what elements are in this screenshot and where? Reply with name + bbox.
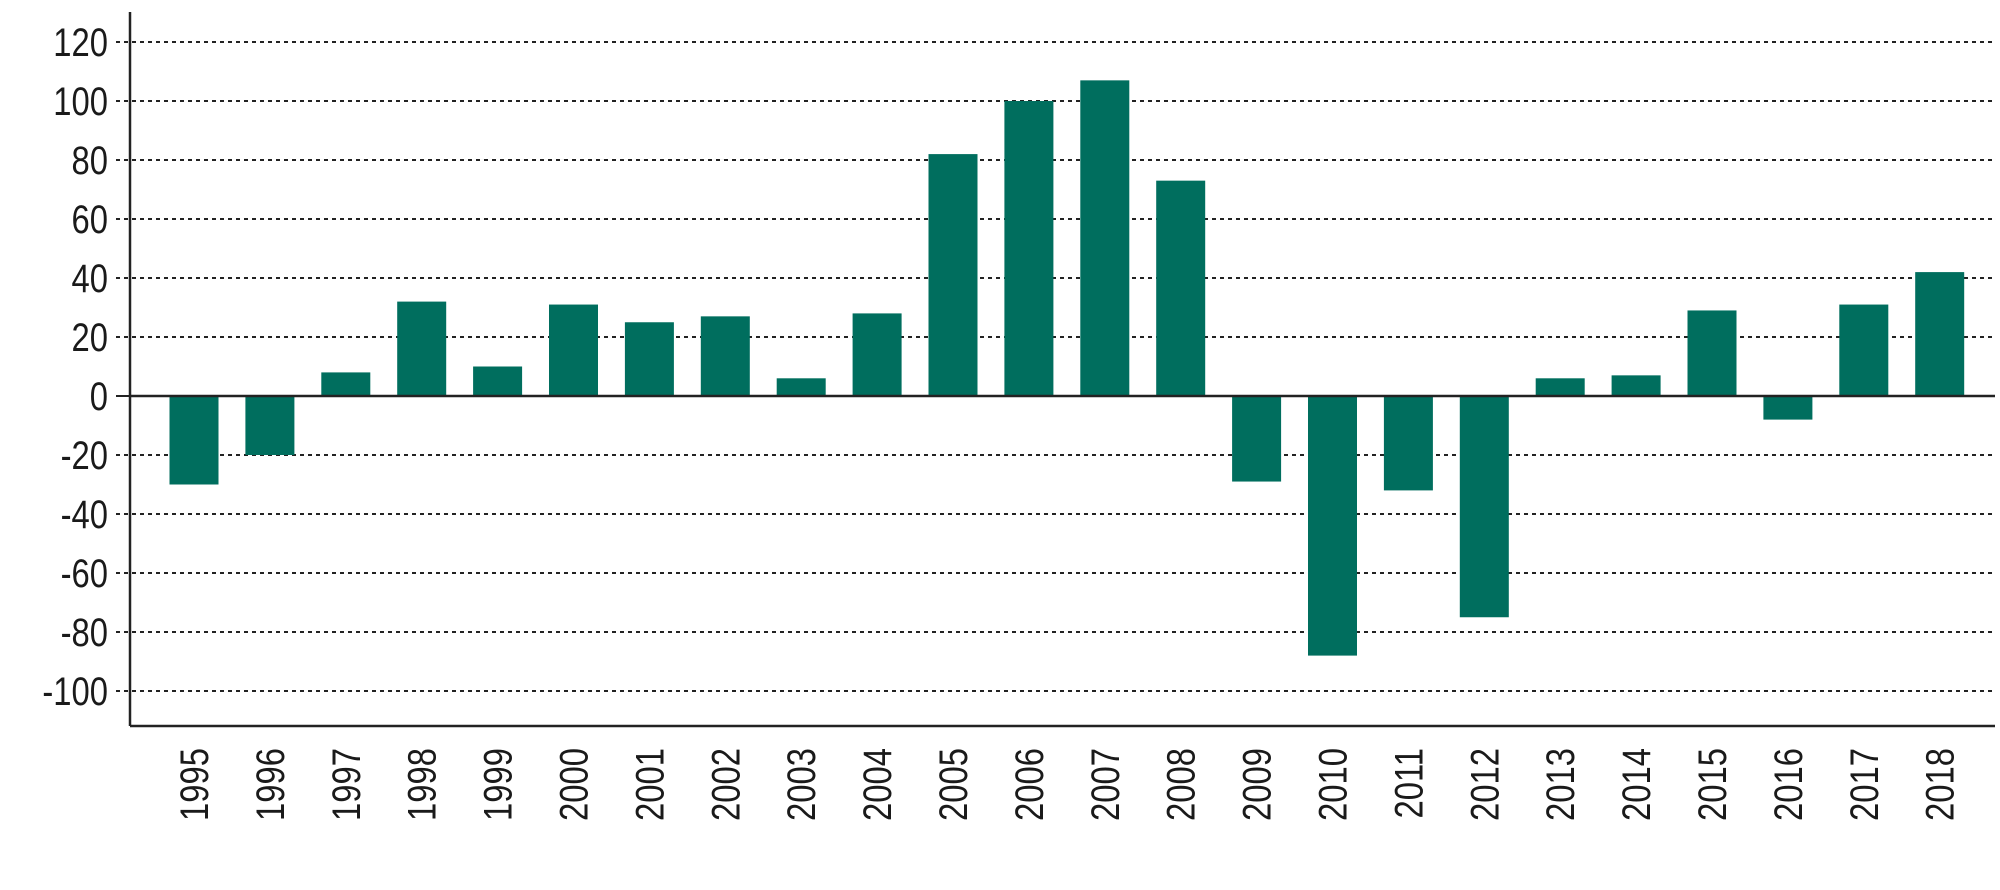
y-axis-ticks: 120 100 80 60 40 20 0 -20 -40 -60 -80 -100 [42, 20, 108, 714]
x-axis-ticks: 1995 1996 1997 1998 1999 2000 2001 2002 2003 2004… [172, 748, 1963, 821]
bar-2006 [1004, 101, 1054, 396]
x-tick-label: 2002 [703, 748, 748, 821]
x-tick-label: 2013 [1538, 748, 1583, 821]
x-tick-label: 2011 [1386, 748, 1431, 819]
y-tick-label: -100 [42, 669, 108, 714]
x-tick-label: 2007 [1083, 748, 1128, 821]
bar-2001 [624, 322, 674, 396]
x-tick-label: 2015 [1690, 748, 1735, 821]
y-tick-label: 120 [53, 20, 108, 65]
x-tick-label: 2012 [1462, 748, 1507, 821]
bar-2007 [1080, 80, 1130, 396]
bar-2014 [1611, 375, 1661, 396]
x-tick-label: 1999 [476, 748, 521, 821]
bar-2002 [700, 316, 750, 396]
x-tick-label: 1997 [324, 748, 369, 821]
bar-2018 [1915, 272, 1965, 396]
bar-2016 [1763, 396, 1813, 420]
bar-2004 [852, 313, 902, 396]
y-tick-label: -80 [61, 610, 108, 655]
bar-1996 [245, 396, 295, 455]
bar-2010 [1308, 396, 1357, 656]
bar-2000 [549, 304, 598, 396]
x-tick-label: 2005 [931, 748, 976, 821]
bar-1999 [473, 366, 523, 396]
x-tick-label: 2003 [779, 748, 824, 821]
gridlines [116, 41, 1995, 692]
y-tick-label: 80 [72, 138, 108, 183]
x-tick-label: 2016 [1766, 748, 1811, 821]
bar-2017 [1839, 304, 1889, 396]
x-tick-label: 2010 [1310, 748, 1355, 821]
y-tick-label: 20 [72, 315, 108, 360]
x-tick-label: 2000 [551, 748, 596, 821]
y-tick-label: -40 [61, 492, 108, 537]
x-tick-label: 2018 [1918, 748, 1963, 821]
y-tick-label: 40 [72, 256, 108, 301]
x-tick-label: 2008 [1159, 748, 1204, 821]
bar-2015 [1687, 310, 1737, 396]
y-tick-label: 0 [90, 374, 108, 419]
bar-2003 [776, 378, 826, 396]
bar-1997 [321, 372, 371, 396]
x-tick-label: 2006 [1007, 748, 1052, 821]
y-tick-label: 100 [53, 79, 108, 124]
x-tick-label: 2009 [1235, 748, 1280, 821]
x-tick-label: 2001 [627, 748, 672, 821]
bars [169, 80, 1965, 656]
x-tick-label: 1996 [248, 748, 293, 821]
x-tick-label: 1998 [400, 748, 445, 821]
bar-2008 [1156, 180, 1206, 396]
bar-2013 [1535, 378, 1585, 396]
x-tick-label: 2014 [1614, 748, 1659, 821]
bar-1998 [397, 301, 447, 396]
y-tick-label: 60 [72, 197, 108, 242]
x-tick-label: 1995 [172, 748, 217, 821]
x-tick-label: 2017 [1842, 748, 1887, 821]
x-tick-label: 2004 [855, 748, 900, 821]
bar-2012 [1459, 396, 1509, 618]
y-tick-label: -60 [61, 551, 108, 596]
y-tick-label: -20 [61, 433, 108, 478]
bar-2009 [1232, 396, 1282, 482]
bar-2011 [1383, 396, 1433, 491]
bar-1995 [169, 396, 219, 485]
bar-2005 [928, 154, 978, 396]
